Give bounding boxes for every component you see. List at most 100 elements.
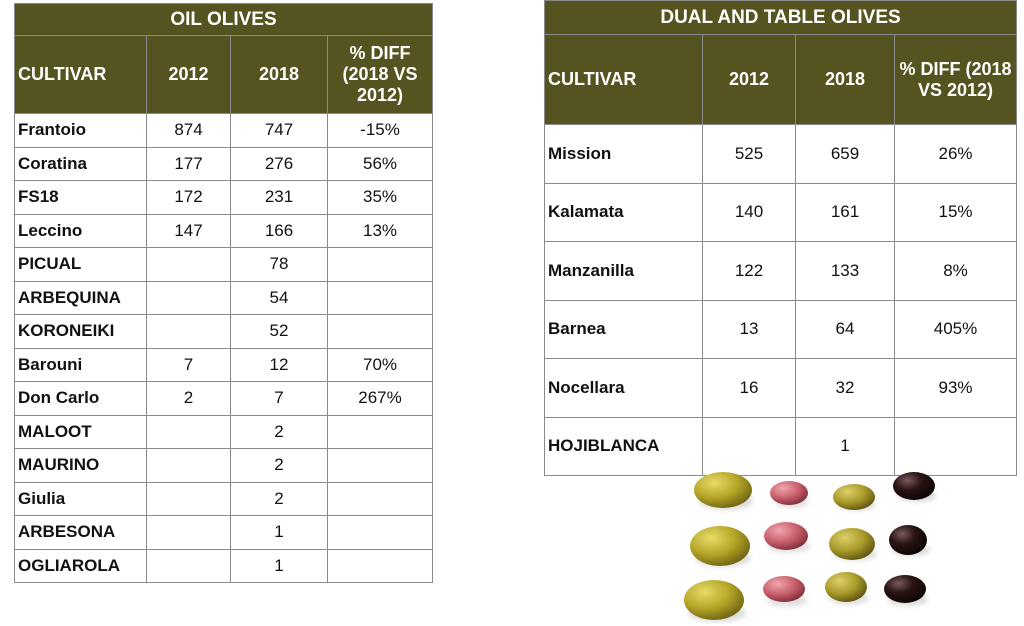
cultivar-cell: MAURINO — [14, 448, 147, 483]
table-row: Manzanilla 122 133 8% — [544, 241, 1018, 301]
pct-diff-cell: 70% — [326, 347, 434, 382]
cultivar-cell: Manzanilla — [544, 241, 703, 301]
table-row: Kalamata 140 161 15% — [544, 182, 1018, 242]
table-row: ARBEQUINA 54 — [14, 280, 434, 315]
dual-table-olives-table: DUAL AND TABLE OLIVES CULTIVAR 2012 2018… — [543, 0, 1018, 476]
cultivar-cell: OGLIAROLA — [14, 548, 147, 583]
value-2012-cell — [146, 280, 231, 315]
cultivar-cell: Coratina — [14, 146, 147, 181]
value-2012-cell — [146, 247, 231, 282]
cultivar-cell: FS18 — [14, 180, 147, 215]
value-2018-cell: 231 — [230, 180, 328, 215]
table-row: Coratina 177 276 56% — [14, 146, 434, 181]
pct-diff-cell: -15% — [326, 113, 434, 148]
value-2012-cell: 147 — [146, 213, 231, 248]
black-olive-icon — [884, 575, 926, 603]
olive-row-middle — [690, 522, 930, 567]
value-2012-cell — [146, 414, 231, 449]
cultivar-cell: Mission — [544, 124, 703, 184]
pct-diff-cell: 8% — [893, 241, 1018, 301]
value-2018-cell: 2 — [230, 481, 328, 516]
value-2012-cell: 177 — [146, 146, 231, 181]
cultivar-cell: Frantoio — [14, 113, 147, 148]
value-2012-cell: 16 — [702, 358, 796, 418]
table-row: Nocellara 16 32 93% — [544, 358, 1018, 418]
black-olive-icon — [893, 472, 935, 500]
cultivar-cell: Nocellara — [544, 358, 703, 418]
pct-diff-cell: 56% — [326, 146, 434, 181]
table-row: HOJIBLANCA 1 — [544, 416, 1018, 476]
value-2018-cell: 64 — [795, 299, 895, 359]
table-row: FS18 172 231 35% — [14, 180, 434, 215]
cultivar-cell: Don Carlo — [14, 381, 147, 416]
table-row: OGLIAROLA 1 — [14, 548, 434, 583]
pct-diff-cell — [326, 280, 434, 315]
value-2018-cell: 2 — [230, 414, 328, 449]
table-row: PICUAL 78 — [14, 247, 434, 282]
value-2018-cell: 54 — [230, 280, 328, 315]
oil-olives-table: OIL OLIVES CULTIVAR 2012 2018 % DIFF (20… — [13, 3, 434, 583]
value-2018-cell: 659 — [795, 124, 895, 184]
table-row: Frantoio 874 747 -15% — [14, 113, 434, 148]
pct-diff-cell: 13% — [326, 213, 434, 248]
value-2018-cell: 52 — [230, 314, 328, 349]
cultivar-cell: HOJIBLANCA — [544, 416, 703, 476]
value-2012-cell: 122 — [702, 241, 796, 301]
olive-row-top — [694, 472, 936, 511]
oil-olives-title: OIL OLIVES — [13, 3, 434, 36]
value-2018-cell: 276 — [230, 146, 328, 181]
value-2018-cell: 7 — [230, 381, 328, 416]
cultivar-cell: PICUAL — [14, 247, 147, 282]
dual-header-2012: 2012 — [702, 34, 796, 125]
value-2012-cell: 140 — [702, 182, 796, 242]
value-2018-cell: 1 — [230, 548, 328, 583]
value-2012-cell — [146, 448, 231, 483]
dual-header-cultivar: CULTIVAR — [544, 34, 703, 125]
table-row: Mission 525 659 26% — [544, 124, 1018, 184]
value-2018-cell: 32 — [795, 358, 895, 418]
pct-diff-cell — [326, 314, 434, 349]
value-2012-cell — [702, 416, 796, 476]
pink-olive-icon — [764, 522, 808, 550]
olive-row-bottom — [684, 572, 928, 622]
dual-header-2018: 2018 — [795, 34, 895, 125]
pct-diff-cell: 405% — [893, 299, 1018, 359]
pct-diff-cell — [893, 416, 1018, 476]
green-olive-icon — [694, 472, 752, 508]
table-row: Leccino 147 166 13% — [14, 213, 434, 248]
value-2012-cell — [146, 548, 231, 583]
value-2012-cell: 7 — [146, 347, 231, 382]
pink-olive-icon — [770, 481, 808, 505]
cultivar-cell: Leccino — [14, 213, 147, 248]
table-row: Barnea 13 64 405% — [544, 299, 1018, 359]
pct-diff-cell: 15% — [893, 182, 1018, 242]
oil-header-pct-diff: % DIFF (2018 VS 2012) — [326, 35, 434, 114]
table-row: Giulia 2 — [14, 481, 434, 516]
value-2018-cell: 2 — [230, 448, 328, 483]
value-2012-cell: 13 — [702, 299, 796, 359]
cultivar-cell: KORONEIKI — [14, 314, 147, 349]
cultivar-cell: Barnea — [544, 299, 703, 359]
pct-diff-cell — [326, 414, 434, 449]
value-2018-cell: 161 — [795, 182, 895, 242]
pct-diff-cell: 93% — [893, 358, 1018, 418]
value-2018-cell: 1 — [230, 515, 328, 550]
pct-diff-cell — [326, 481, 434, 516]
value-2018-cell: 133 — [795, 241, 895, 301]
table-row: MAURINO 2 — [14, 448, 434, 483]
oil-header-2018: 2018 — [230, 35, 328, 114]
cultivar-cell: Kalamata — [544, 182, 703, 242]
olive-icon — [825, 572, 867, 602]
value-2012-cell — [146, 314, 231, 349]
dual-table-olives-title: DUAL AND TABLE OLIVES — [543, 0, 1018, 35]
olive-icon — [833, 484, 875, 510]
value-2012-cell: 172 — [146, 180, 231, 215]
pct-diff-cell — [326, 247, 434, 282]
olive-icon — [829, 528, 875, 560]
value-2012-cell: 525 — [702, 124, 796, 184]
pink-olive-icon — [763, 576, 805, 602]
green-olive-icon — [684, 580, 744, 620]
table-row: KORONEIKI 52 — [14, 314, 434, 349]
oil-header-cultivar: CULTIVAR — [14, 35, 147, 114]
cultivar-cell: MALOOT — [14, 414, 147, 449]
